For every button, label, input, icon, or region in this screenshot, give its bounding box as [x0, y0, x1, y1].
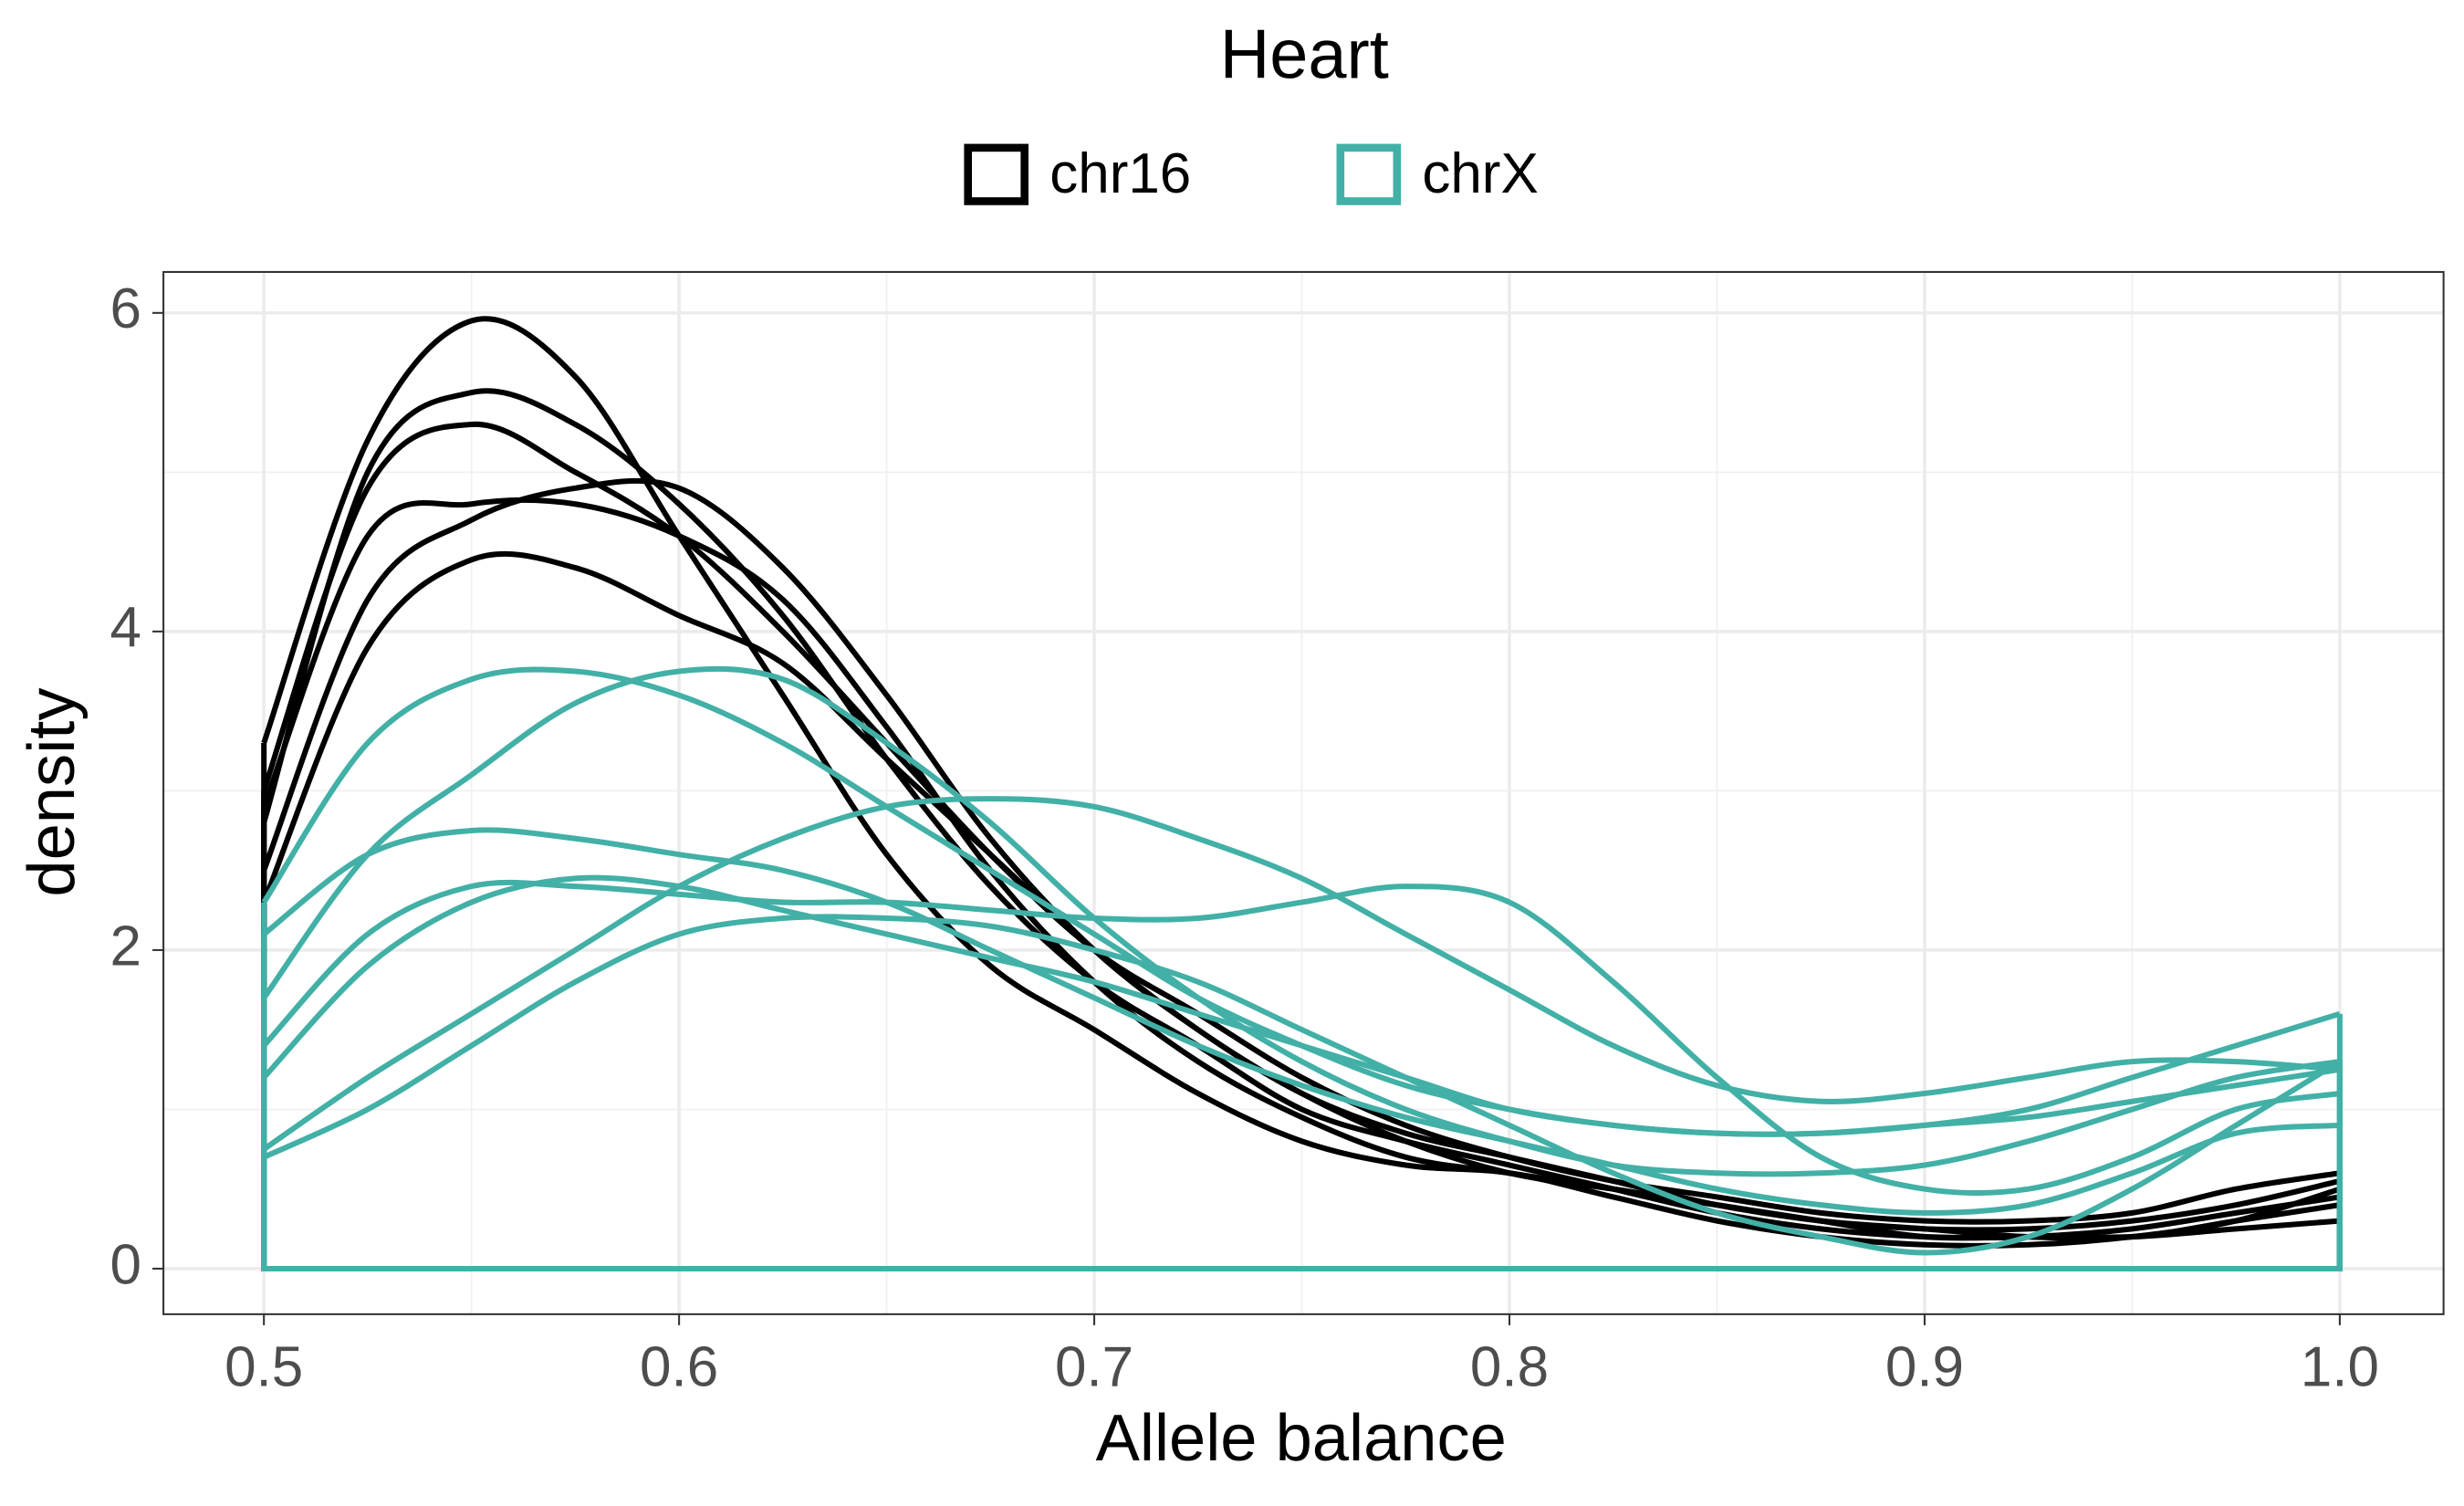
- legend-label: chrX: [1422, 142, 1538, 205]
- legend-key: [964, 143, 1029, 205]
- y-axis-title: density: [16, 687, 89, 897]
- density-curve: [262, 914, 2342, 1256]
- density-curve: [261, 477, 2341, 1233]
- x-tick-label: 0.8: [1470, 1335, 1549, 1398]
- x-tick-label: 1.0: [2301, 1335, 2379, 1398]
- x-axis-title: Allele balance: [1096, 1402, 1507, 1475]
- plot-area: [261, 316, 2343, 1271]
- density-curve: [261, 316, 2341, 1249]
- y-tick-label: 4: [110, 596, 141, 659]
- x-tick-label: 0.5: [224, 1335, 303, 1398]
- density-curve: [262, 796, 2341, 1152]
- density-curve: [261, 874, 2341, 1137]
- density-curve: [261, 421, 2341, 1225]
- chart-title: Heart: [1220, 16, 1389, 93]
- x-tick-label: 0.7: [1055, 1335, 1133, 1398]
- density-curve: [262, 827, 2341, 1216]
- density-curve: [261, 666, 2341, 1137]
- y-tick-label: 2: [110, 915, 141, 978]
- axes: 0.5 0.6 0.7 0.8 0.9 1.0 0 2 4 6: [110, 277, 2378, 1398]
- x-tick-label: 0.9: [1885, 1335, 1964, 1398]
- legend-label: chr16: [1049, 142, 1191, 205]
- density-outline: [261, 1069, 2343, 1271]
- density-curve: [261, 665, 2341, 1177]
- legend: chr16 chrX: [964, 142, 1539, 205]
- x-tick-label: 0.6: [640, 1335, 718, 1398]
- y-tick-label: 6: [110, 277, 141, 340]
- density-curve: [261, 497, 2341, 1241]
- panel-border: [162, 270, 2445, 1315]
- legend-key: [1336, 143, 1402, 205]
- y-tick-label: 0: [110, 1233, 141, 1296]
- density-curve: [261, 879, 2341, 1197]
